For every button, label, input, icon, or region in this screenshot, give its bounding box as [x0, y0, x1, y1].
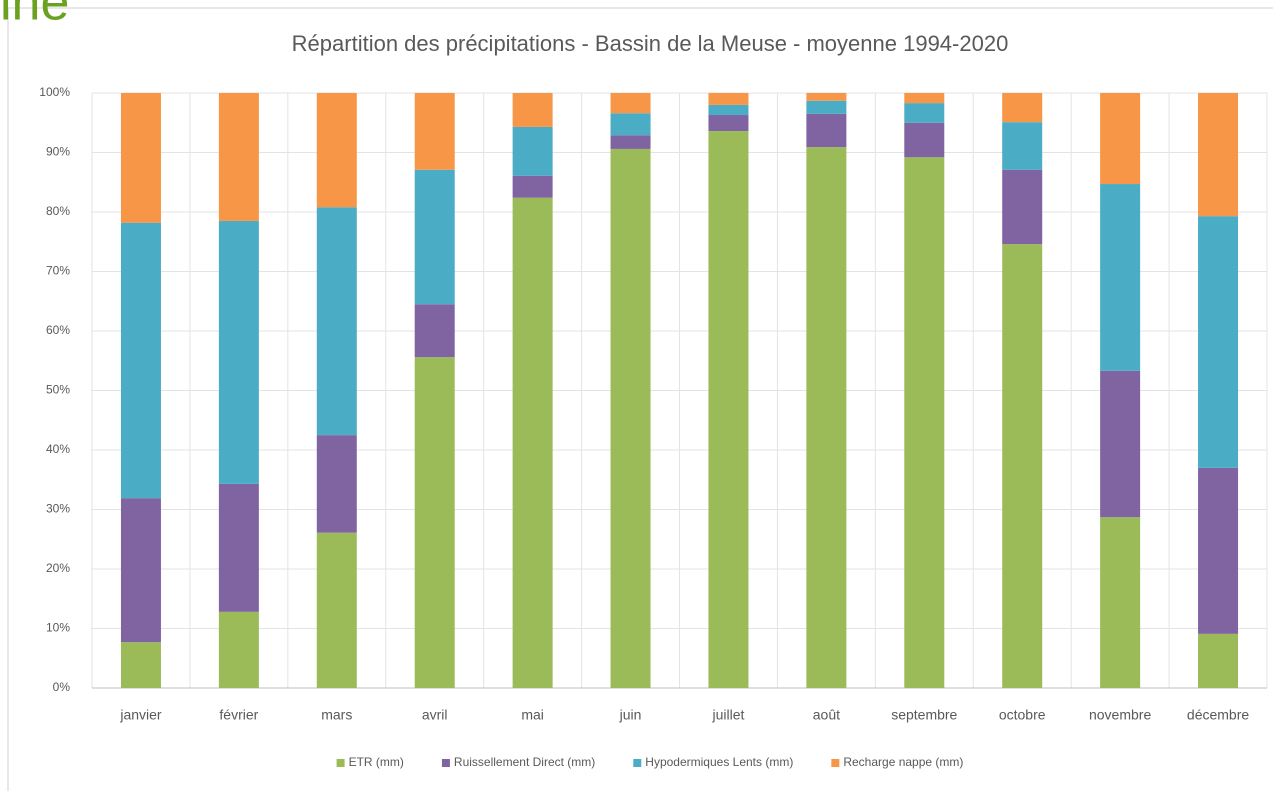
legend-label: Recharge nappe (mm) [843, 755, 963, 769]
bar-segment [708, 115, 749, 132]
bar-segment [610, 93, 651, 114]
x-tick-label: octobre [999, 707, 1046, 723]
bar-segment [218, 220, 259, 484]
bar-segment [218, 611, 259, 688]
bar-segment [1002, 93, 1043, 123]
bar-segment [904, 157, 945, 688]
bar-segment [1198, 216, 1239, 468]
bar-segment [610, 113, 651, 136]
legend-label: ETR (mm) [349, 755, 404, 769]
y-tick-label: 10% [46, 621, 70, 635]
bar-segment [414, 169, 455, 305]
bar-segment [316, 93, 357, 208]
bar-segment [1002, 169, 1043, 245]
bar-segment [1100, 184, 1141, 371]
bar-segment [806, 147, 847, 688]
x-tick-label: mars [321, 707, 352, 723]
x-tick-label: août [813, 707, 840, 723]
bar-segment [120, 642, 161, 688]
bar-segment [512, 93, 553, 127]
legend-label: Ruissellement Direct (mm) [454, 755, 595, 769]
bar-segment [120, 93, 161, 223]
bar-segment [512, 175, 553, 198]
bar-segment [806, 113, 847, 148]
bar-segment [414, 93, 455, 170]
bar-segment [512, 126, 553, 176]
y-tick-label: 30% [46, 502, 70, 516]
header-text: ine [0, 0, 69, 32]
x-tick-label: mai [521, 707, 544, 723]
bar-segment [414, 304, 455, 358]
bar-segment [414, 357, 455, 688]
bar-segment [316, 207, 357, 436]
bar-segment [1100, 370, 1141, 518]
y-tick-label: 40% [46, 442, 70, 456]
bar-segment [904, 103, 945, 123]
x-tick-label: avril [422, 707, 448, 723]
y-tick-label: 80% [46, 204, 70, 218]
chart-title: Répartition des précipitations - Bassin … [292, 31, 1009, 56]
x-tick-label: février [219, 707, 258, 723]
bar-segment [218, 483, 259, 612]
y-tick-label: 20% [46, 561, 70, 575]
x-tick-label: juillet [712, 707, 745, 723]
y-tick-label: 50% [46, 383, 70, 397]
y-tick-label: 100% [39, 85, 70, 99]
bar-segment [120, 498, 161, 643]
x-tick-label: septembre [891, 707, 957, 723]
legend-swatch [336, 759, 345, 767]
bar-segment [1100, 517, 1141, 688]
bar-segment [316, 435, 357, 533]
bar-segment [610, 148, 651, 688]
bar-segment [708, 93, 749, 105]
legend-swatch [441, 759, 450, 767]
bar-segment [610, 135, 651, 149]
bar-segment [708, 104, 749, 116]
y-tick-label: 70% [46, 264, 70, 278]
x-tick-label: décembre [1187, 707, 1249, 723]
bar-segment [1002, 122, 1043, 170]
bar-segment [904, 122, 945, 158]
bar-segment [1002, 244, 1043, 688]
bar-segment [904, 93, 945, 104]
legend-swatch [831, 759, 840, 767]
y-tick-label: 0% [53, 680, 71, 694]
x-tick-label: juin [619, 707, 642, 723]
y-tick-label: 90% [46, 145, 70, 159]
bar-segment [218, 93, 259, 221]
legend-swatch [633, 759, 642, 767]
x-tick-label: janvier [119, 707, 162, 723]
x-tick-label: novembre [1089, 707, 1151, 723]
bar-segment [1198, 633, 1239, 688]
bar-segment [316, 532, 357, 688]
y-tick-label: 60% [46, 323, 70, 337]
bar-segment [1198, 467, 1239, 634]
legend-label: Hypodermiques Lents (mm) [645, 755, 793, 769]
bar-segment [806, 93, 847, 101]
bar-segment [806, 100, 847, 114]
bar-segment [120, 222, 161, 499]
bar-segment [512, 197, 553, 688]
bar-segment [1100, 93, 1141, 185]
bar-segment [1198, 93, 1239, 217]
bar-segment [708, 131, 749, 688]
